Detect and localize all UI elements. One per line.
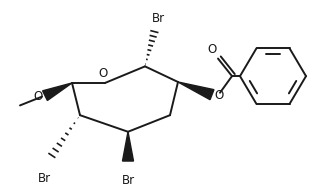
Polygon shape (123, 132, 133, 161)
Text: Br: Br (151, 12, 164, 25)
Text: O: O (214, 89, 223, 102)
Text: O: O (34, 90, 43, 103)
Text: O: O (98, 67, 108, 80)
Text: O: O (207, 43, 216, 56)
Polygon shape (43, 83, 72, 101)
Text: Br: Br (121, 174, 135, 187)
Text: Br: Br (37, 172, 51, 185)
Polygon shape (178, 82, 214, 100)
